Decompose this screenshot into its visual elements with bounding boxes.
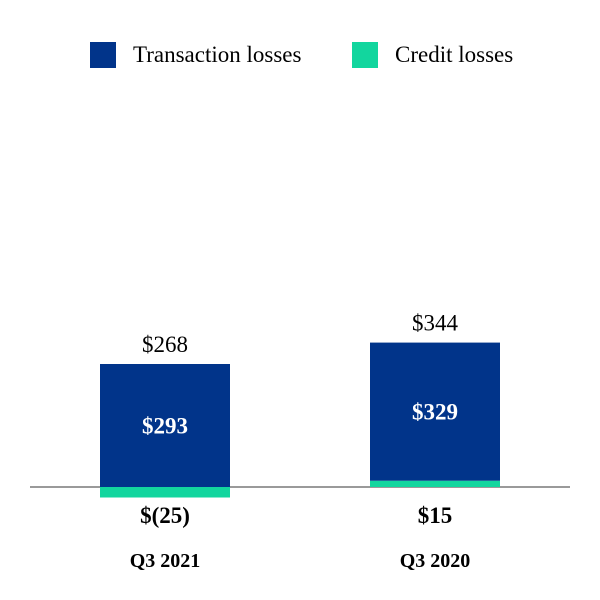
bar-credit-losses-0 — [100, 487, 230, 498]
data-label-credit-1: $15 — [418, 503, 453, 528]
data-label-transaction-1: $329 — [412, 400, 458, 425]
bar-credit-losses-1 — [370, 480, 500, 487]
legend-swatch-credit — [352, 42, 378, 68]
legend-label-transaction: Transaction losses — [133, 42, 302, 67]
legend-item-transaction-losses: Transaction losses — [90, 42, 301, 68]
data-label-transaction-0: $293 — [142, 414, 188, 439]
legend: Transaction losses Credit losses — [0, 42, 600, 74]
category-label-0: Q3 2021 — [130, 550, 201, 572]
total-label-1: $344 — [412, 311, 459, 336]
legend-item-credit-losses: Credit losses — [352, 42, 513, 68]
bar-transaction-losses-0 — [100, 364, 230, 487]
total-label-0: $268 — [142, 332, 188, 357]
bar-transaction-losses-1 — [370, 342, 500, 481]
category-label-1: Q3 2020 — [400, 550, 471, 572]
legend-swatch-transaction — [90, 42, 116, 68]
data-label-credit-0: $(25) — [140, 503, 190, 528]
legend-label-credit: Credit losses — [395, 42, 514, 67]
